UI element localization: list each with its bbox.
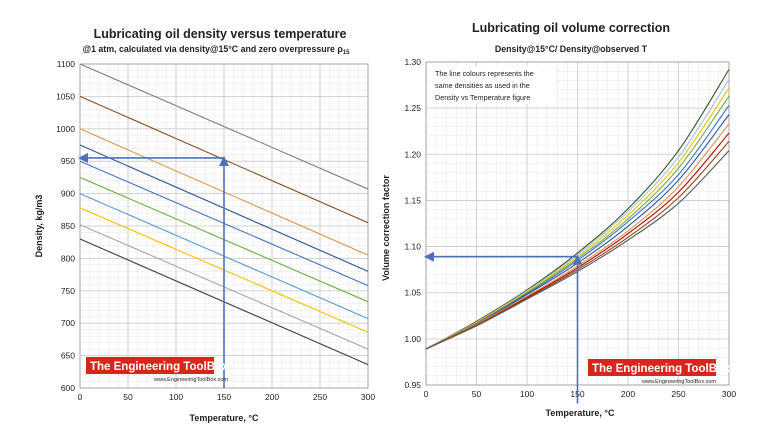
left-chart-subtitle-main: @1 atm, calculated via density@15°C and … — [83, 44, 344, 54]
right-y-tick-label: 1.05 — [404, 288, 421, 298]
right-note: The line colours represents the same den… — [431, 66, 555, 104]
left-x-tick-label: 300 — [361, 392, 375, 402]
right-y-tick-label: 1.00 — [404, 334, 421, 344]
right-note-line-3: Density vs Temperature figure — [435, 93, 530, 102]
left-x-tick-label: 150 — [217, 392, 231, 402]
left-y-tick-label: 800 — [61, 253, 75, 263]
right-x-tick-label: 200 — [621, 389, 635, 399]
right-chart: Lubricating oil volume correction Densit… — [381, 21, 736, 418]
right-y-tick-label: 1.25 — [404, 103, 421, 113]
left-chart: Lubricating oil density versus temperatu… — [34, 27, 375, 423]
right-y-tick-label: 1.20 — [404, 149, 421, 159]
left-y-tick-label: 700 — [61, 318, 75, 328]
left-x-tick-label: 50 — [123, 392, 133, 402]
right-x-tick-label: 300 — [722, 389, 736, 399]
right-y-tick-label: 1.15 — [404, 195, 421, 205]
right-y-tick-label: 1.30 — [404, 57, 421, 67]
left-y-tick-label: 1050 — [56, 91, 75, 101]
right-x-tick-label: 0 — [424, 389, 429, 399]
right-note-line-2: same densities as used in the — [435, 81, 530, 90]
right-watermark-url: www.EngineeringToolBox.com — [641, 379, 716, 385]
left-y-tick-label: 650 — [61, 351, 75, 361]
right-y-tick-label: 1.10 — [404, 242, 421, 252]
left-y-tick-label: 600 — [61, 383, 75, 393]
right-y-tick-label: 0.95 — [404, 380, 421, 390]
right-note-box — [431, 66, 555, 104]
right-plot-area: 0501001502002503000.951.001.051.101.151.… — [404, 57, 736, 404]
left-chart-subtitle: @1 atm, calculated via density@15°C and … — [83, 44, 351, 56]
right-x-tick-label: 250 — [671, 389, 685, 399]
right-chart-title: Lubricating oil volume correction — [472, 21, 670, 35]
left-y-axis-label: Density, kg/m3 — [34, 195, 44, 258]
right-series-line-1 — [425, 69, 730, 350]
left-y-tick-label: 850 — [61, 221, 75, 231]
right-x-tick-label: 100 — [520, 389, 534, 399]
left-y-tick-label: 950 — [61, 156, 75, 166]
left-y-tick-label: 1100 — [57, 59, 76, 69]
left-x-tick-label: 200 — [265, 392, 279, 402]
left-plot-area: 0 50 100 150 200 250 300 600 650 700 750 800 850 900 9… — [56, 59, 375, 402]
right-chart-subtitle: Density@15°C/ Density@observed T — [495, 44, 648, 54]
right-watermark-badge — [588, 359, 716, 376]
left-watermark-badge — [86, 357, 214, 374]
left-watermark-url: www.EngineeringToolBox.com — [153, 377, 228, 383]
left-y-tick-label: 1000 — [56, 124, 75, 134]
left-chart-subtitle-sub: 15 — [343, 50, 350, 56]
right-watermark: The Engineering ToolBox www.EngineeringT… — [588, 359, 731, 385]
right-watermark-text: The Engineering ToolBox — [592, 363, 731, 375]
right-y-axis-label: Volume correction factor — [381, 175, 391, 281]
left-watermark-text: The Engineering ToolBox — [90, 361, 229, 373]
left-x-tick-label: 0 — [78, 392, 83, 402]
left-watermark: The Engineering ToolBox www.EngineeringT… — [86, 357, 229, 383]
left-x-tick-label: 250 — [313, 392, 327, 402]
left-y-tick-label: 750 — [61, 286, 75, 296]
left-series-line-1 — [79, 63, 369, 190]
right-note-line-1: The line colours represents the — [435, 69, 534, 78]
left-x-tick-label: 100 — [169, 392, 183, 402]
left-y-tick-label: 900 — [61, 189, 75, 199]
right-x-axis-label: Temperature, °C — [546, 408, 615, 418]
right-x-tick-label: 50 — [472, 389, 482, 399]
left-chart-title: Lubricating oil density versus temperatu… — [94, 27, 347, 41]
left-x-axis-label: Temperature, °C — [190, 413, 259, 423]
right-series-line-3 — [425, 87, 730, 350]
